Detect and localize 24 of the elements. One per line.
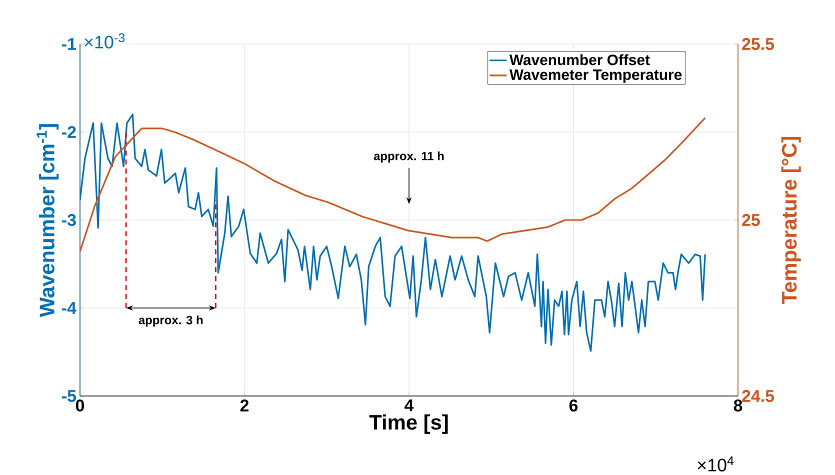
line-series [80,117,706,252]
y-tick-label: -1 [62,38,76,50]
legend-label: Wavenumber Offset [509,54,650,66]
x-tick-label: 4 [404,400,414,412]
y2-axis-title: Temperature [°C] [781,136,801,304]
x-tick-label: 0 [76,400,84,412]
x-tick-label: 6 [569,400,578,412]
y2-tick-label: 25 [742,214,760,226]
y-tick-label: -2 [62,126,76,138]
text: ×10$^{4}$ [698,456,734,472]
x-tick-label: 8 [734,400,742,412]
y-tick-label: -5 [62,390,76,402]
line-series [80,114,706,352]
y-tick-label: -3 [62,214,76,226]
y2-tick-label: 25.5 [742,38,774,50]
annotation: ×10$^{-3}$ [84,33,125,48]
y2-tick-label: 24.5 [742,390,774,402]
x-axis-title: Time [s] [369,414,448,434]
y-tick-label: -4 [62,302,76,314]
annotation: approx. 11 h [374,152,444,163]
legend-label: Wavemeter Temperature [509,70,682,83]
annotation: approx. 3 h [138,316,203,327]
x-tick-label: 2 [240,400,249,412]
y-axis-title: Wavenumber [cm$^{-1}$] [36,124,59,318]
